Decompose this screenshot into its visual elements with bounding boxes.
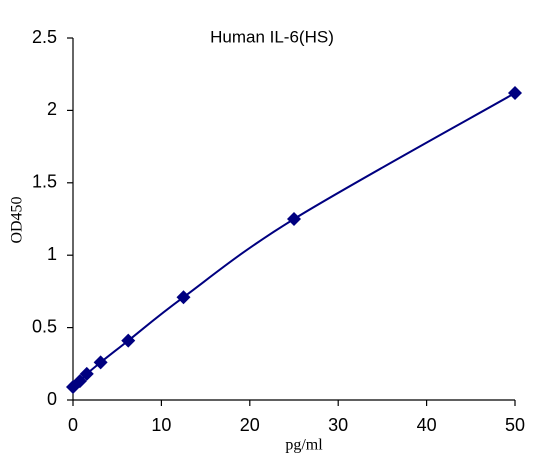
y-tick-label: 2 bbox=[47, 99, 57, 119]
y-tick-label: 0.5 bbox=[32, 316, 57, 336]
x-tick-label: 30 bbox=[328, 415, 348, 435]
fit-line bbox=[72, 92, 516, 388]
x-tick-label: 10 bbox=[151, 415, 171, 435]
chart-title: Human IL-6(HS) bbox=[210, 27, 334, 46]
data-point bbox=[287, 212, 301, 226]
x-axis-label: pg/ml bbox=[285, 437, 323, 454]
y-tick-label: 0 bbox=[47, 389, 57, 409]
data-point bbox=[93, 355, 108, 370]
data-point bbox=[72, 374, 87, 389]
x-tick-label: 0 bbox=[68, 415, 78, 435]
y-axis-label: OD450 bbox=[9, 196, 26, 243]
data-point bbox=[121, 333, 136, 348]
x-tick-label: 20 bbox=[240, 415, 260, 435]
data-point bbox=[79, 366, 94, 381]
x-tick-label: 40 bbox=[417, 415, 437, 435]
x-tick-label: 50 bbox=[505, 415, 525, 435]
y-tick-label: 1.5 bbox=[32, 172, 57, 192]
data-point bbox=[176, 290, 191, 305]
y-tick-label: 2.5 bbox=[32, 27, 57, 47]
data-point bbox=[508, 86, 522, 101]
y-tick-label: 1 bbox=[47, 244, 57, 264]
